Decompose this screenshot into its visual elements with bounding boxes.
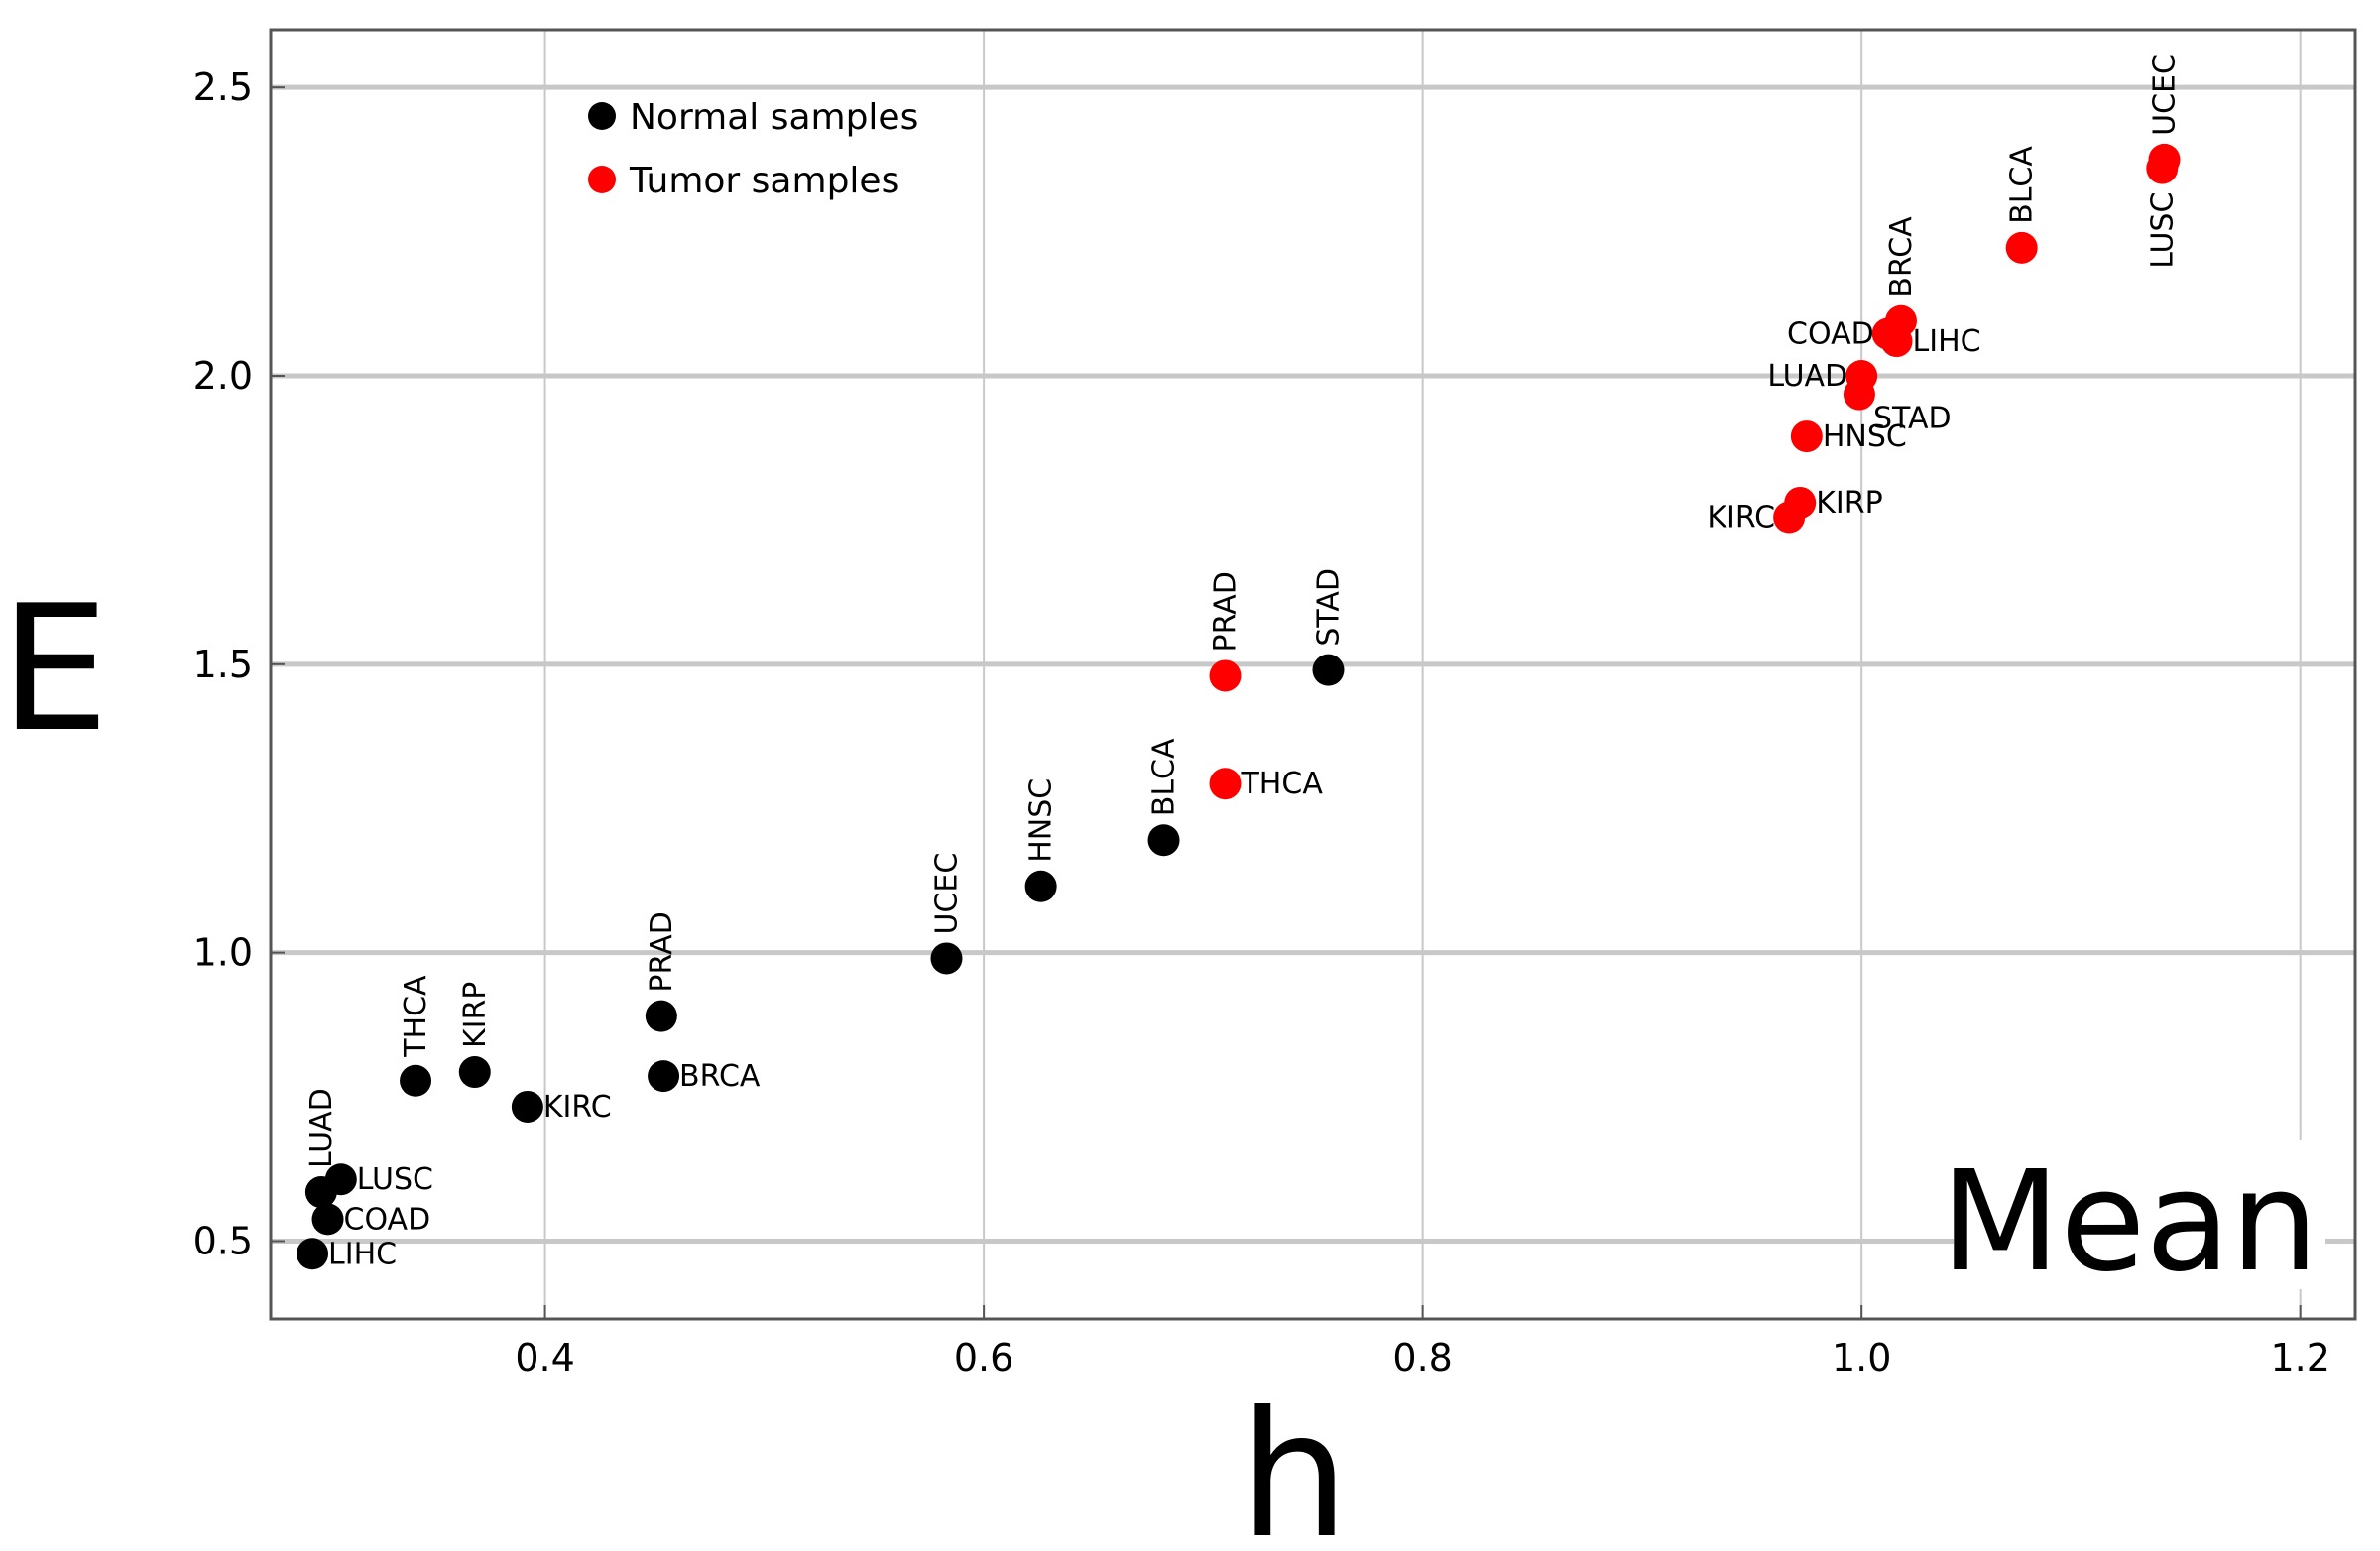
y-tick-label: 1.0	[193, 931, 253, 975]
normal-label-kirp: KIRP	[458, 982, 493, 1048]
y-tick-label: 0.5	[193, 1219, 253, 1262]
normal-label-ucec: UCEC	[929, 853, 964, 935]
plot-frame	[269, 28, 2357, 1321]
tumor-sample-point-hnsc	[1790, 420, 1823, 453]
x-axis-title: h	[1240, 1375, 1350, 1551]
normal-sample-point-ucec	[930, 942, 963, 975]
tumor-sample-point-lusc	[2146, 152, 2179, 184]
tumor-label-lihc: LIHC	[1913, 324, 1981, 359]
tumor-label-lusc: LUSC	[2145, 192, 2180, 269]
legend: Normal samples Tumor samples	[588, 97, 918, 201]
normal-sample-point-thca	[400, 1064, 432, 1097]
normal-label-lusc: LUSC	[357, 1162, 433, 1197]
legend-label-normal: Normal samples	[630, 97, 918, 138]
normal-label-stad: STAD	[1311, 568, 1346, 647]
corner-label-background	[1954, 1140, 2325, 1289]
normal-label-lihc: LIHC	[328, 1237, 397, 1271]
normal-label-prad: PRAD	[645, 911, 679, 992]
normal-label-luad: LUAD	[304, 1088, 339, 1168]
tumor-label-kirc: KIRC	[1707, 500, 1775, 535]
y-tick-label: 1.5	[193, 643, 253, 686]
tumor-sample-point-prad	[1209, 659, 1242, 692]
tumor-label-stad: STAD	[1873, 402, 1952, 436]
normal-sample-point-coad	[311, 1203, 344, 1236]
x-tick-label: 1.0	[1832, 1336, 1891, 1379]
y-tick-label: 2.0	[193, 354, 253, 398]
legend-label-tumor: Tumor samples	[629, 161, 899, 201]
tumor-label-brca: BRCA	[1884, 216, 1919, 298]
tumor-label-luad: LUAD	[1767, 359, 1847, 394]
normal-label-coad: COAD	[344, 1202, 431, 1237]
normal-sample-point-kirp	[458, 1056, 491, 1089]
tumor-label-thca: THCA	[1240, 767, 1323, 801]
tumor-label-coad: COAD	[1787, 317, 1874, 352]
normal-label-thca: THCA	[399, 975, 433, 1058]
normal-sample-point-kirc	[511, 1090, 543, 1123]
tumor-label-blca: BLCA	[2005, 146, 2040, 224]
y-tick-label: 2.5	[193, 65, 253, 109]
normal-label-brca: BRCA	[679, 1059, 761, 1094]
x-tick-label: 0.6	[954, 1336, 1013, 1379]
normal-sample-point-blca	[1147, 824, 1180, 857]
y-axis-title: E	[0, 569, 109, 771]
normal-label-blca: BLCA	[1147, 738, 1182, 816]
x-tick-label: 1.2	[2270, 1336, 2329, 1379]
data-points	[297, 143, 2181, 1270]
tumor-sample-point-blca	[2005, 231, 2038, 264]
tumor-label-prad: PRAD	[1208, 571, 1243, 652]
normal-sample-point-stad	[1312, 654, 1345, 686]
normal-label-kirc: KIRC	[543, 1090, 612, 1125]
normal-sample-point-hnsc	[1024, 870, 1057, 902]
axis-ticks: 0.4 0.6 0.8 1.0 1.2 0.5 1.0 1.5 2.0 2.5	[193, 65, 2330, 1379]
normal-sample-point-brca	[648, 1060, 680, 1093]
normal-sample-point-prad	[645, 1000, 677, 1032]
normal-sample-point-lihc	[297, 1238, 329, 1270]
tumor-sample-point-stad	[1843, 378, 1875, 411]
tumor-sample-point-thca	[1209, 768, 1242, 800]
tumor-sample-point-brca	[1884, 304, 1917, 337]
normal-sample-point-lusc	[324, 1163, 357, 1196]
grid-lines	[271, 30, 2355, 1319]
normal-label-hnsc: HNSC	[1024, 778, 1059, 863]
tumor-sample-point-kirp	[1784, 486, 1817, 519]
corner-label: Mean	[1941, 1141, 2319, 1303]
x-tick-label: 0.4	[515, 1336, 574, 1379]
tumor-label-hnsc: HNSC	[1823, 419, 1907, 454]
legend-marker-normal	[588, 102, 616, 130]
legend-marker-tumor	[588, 166, 616, 193]
tumor-label-kirp: KIRP	[1816, 486, 1882, 521]
x-tick-label: 0.8	[1392, 1336, 1452, 1379]
tumor-label-ucec: UCEC	[2148, 54, 2183, 136]
